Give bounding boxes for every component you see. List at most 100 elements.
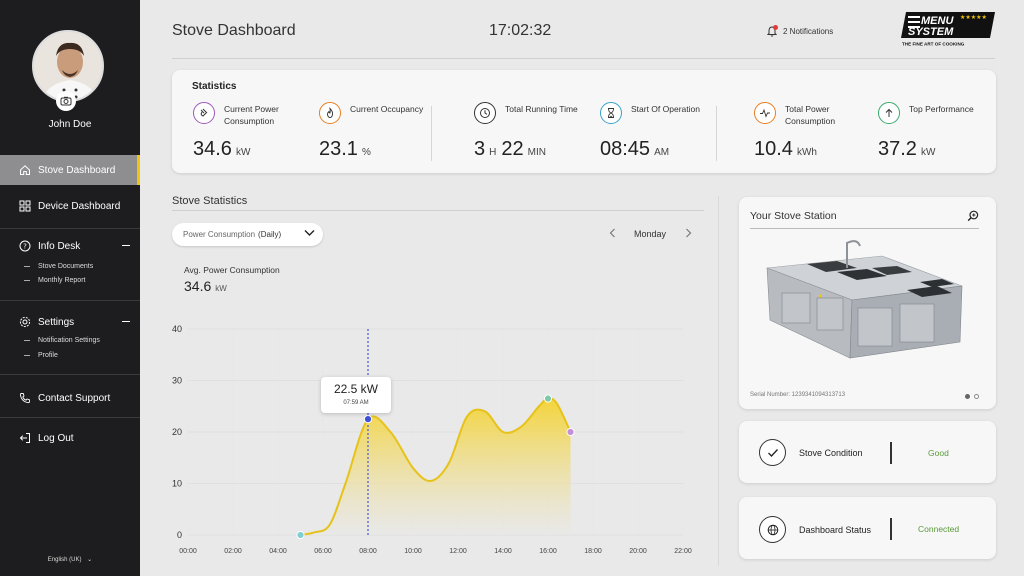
x-tick-label: 16:00 [539,548,557,555]
stat-label: Current Power Consumption [224,104,279,126]
grid-icon [19,200,31,212]
sidebar-subitem-monthly-report[interactable]: Monthly Report [24,277,85,284]
sidebar-item-label: Device Dashboard [38,200,121,212]
logo-stars: ★★★★★ [960,14,987,21]
sidebar-subitem-stove-documents[interactable]: Stove Documents [24,263,93,270]
hourglass-icon [600,102,622,124]
dashboard-status-label: Dashboard Status [799,525,872,535]
avg-unit: kW [215,284,227,293]
x-tick-label: 04:00 [269,548,287,555]
y-tick-label: 0 [177,530,182,540]
dropdown-value: Power Consumption [183,230,256,239]
data-point [566,427,575,437]
help-icon: ? [19,240,31,252]
stat-label: Current Occupancy [350,104,424,114]
status-separator [890,442,892,464]
stat-label: Total Power Consumption [785,104,836,126]
clock: 17:02:32 [489,22,552,39]
avg-number: 34.6 [184,278,212,294]
x-tick-label: 10:00 [404,548,422,555]
stat-label: Total Running Time [505,104,578,114]
stove-statistics-title: Stove Statistics [172,195,248,207]
stove-station-image [766,240,963,359]
notifications-button[interactable]: 2 Notifications [767,25,834,37]
stat-number: 22 [501,138,524,160]
avatar[interactable] [32,30,104,102]
avg-power-label: Avg. Power Consumption [184,265,280,275]
page-title: Stove Dashboard [172,22,296,39]
sidebar-item-stove-dashboard[interactable]: Stove Dashboard [0,155,140,185]
language-label: English (UK) [47,557,82,563]
x-tick-label: 18:00 [584,548,602,555]
stat-value: 10.4 kWh [754,138,817,161]
active-indicator [137,155,140,185]
pulse-icon [754,102,776,124]
separator [716,106,717,161]
stat-number: 34.6 [193,138,232,160]
sidebar-item-device-dashboard[interactable]: Device Dashboard [0,191,140,221]
divider [0,228,140,229]
y-tick-label: 10 [172,479,182,489]
sidebar-item-settings[interactable]: Settings [0,307,140,337]
chart-tooltip: 22.5 kW 07:59 AM [321,377,391,413]
zoom-icon[interactable] [967,209,979,227]
logout-icon [19,432,31,444]
clock-icon [474,102,496,124]
x-tick-label: 00:00 [179,548,197,555]
divider [0,300,140,301]
x-tick-label: 20:00 [629,548,647,555]
x-tick-label: 14:00 [494,548,512,555]
serial-number: Serial Number: 1239341094313713 [750,392,846,398]
sidebar-subitem-profile[interactable]: Profile [24,352,58,359]
stat-unit: H [489,147,497,158]
chevron-down-icon [304,229,315,239]
y-tick-label: 40 [172,324,182,334]
divider [0,417,140,418]
data-point [296,530,305,540]
menu-system-logo: MENU ★★★★★ SYSTEM THE FINE ART OF COOKIN… [900,11,996,47]
dropdown-period: (Daily) [258,230,282,239]
stove-condition-label: Stove Condition [799,448,863,458]
stat-value: 37.2 kW [878,138,935,161]
metric-dropdown[interactable]: Power Consumption (Daily) [172,223,323,246]
stat-number: 08:45 [600,138,651,160]
sidebar: John Doe Stove Dashboard Device Dashboar… [0,0,140,576]
header-divider [172,58,995,59]
separator [431,106,432,161]
sidebar-item-label: Log Out [38,432,74,444]
section-divider [172,210,704,211]
logo-line2: SYSTEM [908,26,954,38]
stove-condition-value: Good [928,448,949,458]
check-icon [759,439,786,466]
dashboard-status-value: Connected [918,524,960,534]
x-tick-label: 22:00 [674,548,692,555]
stat-unit: % [361,147,371,158]
column-separator [718,196,719,566]
camera-icon[interactable] [56,91,76,111]
notifications-label: 2 Notifications [783,27,834,36]
power-consumption-chart[interactable]: 0 10 20 30 40 00:00 02:00 04:00 06:00 08:00 10:00 1… [165,318,705,563]
y-tick-label: 30 [172,376,182,386]
collapse-icon[interactable] [122,321,130,322]
language-selector[interactable]: English (UK) ⌄ [0,556,140,563]
gear-icon [19,316,31,328]
stat-value: 08:45 AM [600,138,669,161]
x-tick-label: 12:00 [449,548,467,555]
sidebar-subitem-notification-settings[interactable]: Notification Settings [24,337,100,344]
stove-station-title: Your Stove Station [750,210,837,222]
next-day-button[interactable] [685,228,692,240]
stat-number: 3 [474,138,486,160]
sidebar-item-log-out[interactable]: Log Out [0,423,140,453]
sidebar-item-contact-support[interactable]: Contact Support [0,383,140,413]
status-separator [890,518,892,540]
sidebar-item-info-desk[interactable]: ? Info Desk [0,231,140,261]
prev-day-button[interactable] [609,228,616,240]
flame-icon [319,102,341,124]
collapse-icon[interactable] [122,245,130,246]
x-tick-label: 08:00 [359,548,377,555]
power-plug-icon [193,102,215,124]
carousel-dot[interactable] [974,394,979,399]
carousel-dot-active[interactable] [965,394,970,399]
statistics-title: Statistics [192,81,237,92]
stat-label: Start Of Operation [631,104,700,114]
